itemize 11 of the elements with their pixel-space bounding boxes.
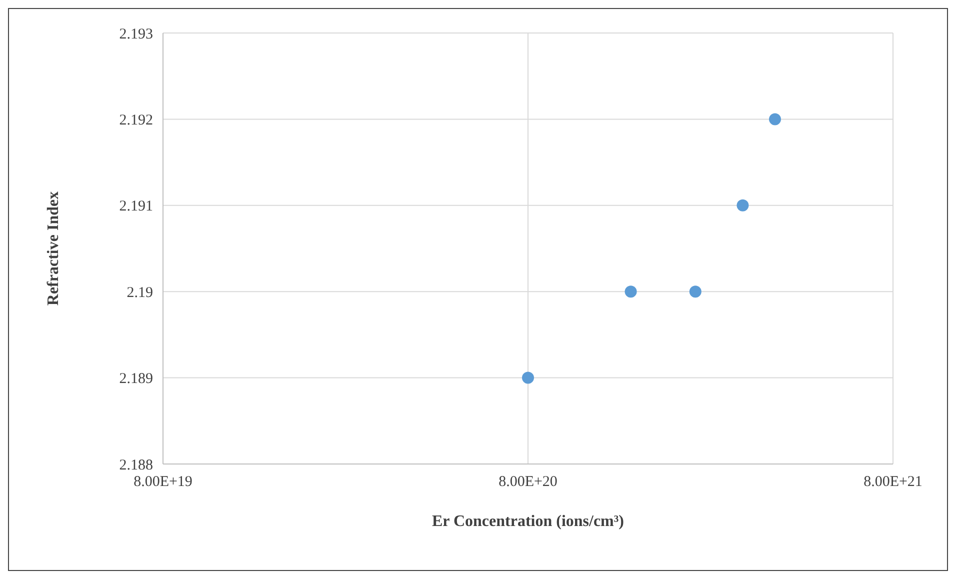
x-tick-label: 8.00E+21 — [864, 474, 922, 490]
y-tick-label: 2.191 — [119, 198, 153, 215]
x-tick-label: 8.00E+19 — [134, 474, 192, 490]
y-axis-title: Refractive Index — [45, 191, 62, 306]
x-tick-label: 8.00E+20 — [498, 474, 558, 490]
y-tick-label: 2.19 — [126, 284, 153, 301]
y-tick-label: 2.192 — [119, 112, 153, 128]
y-tick-label: 2.189 — [119, 371, 153, 388]
y-tick-label: 2.193 — [119, 26, 153, 42]
y-tick-label: 2.188 — [119, 457, 153, 474]
x-axis-title: Er Concentration (ions/cm³) — [432, 513, 624, 530]
